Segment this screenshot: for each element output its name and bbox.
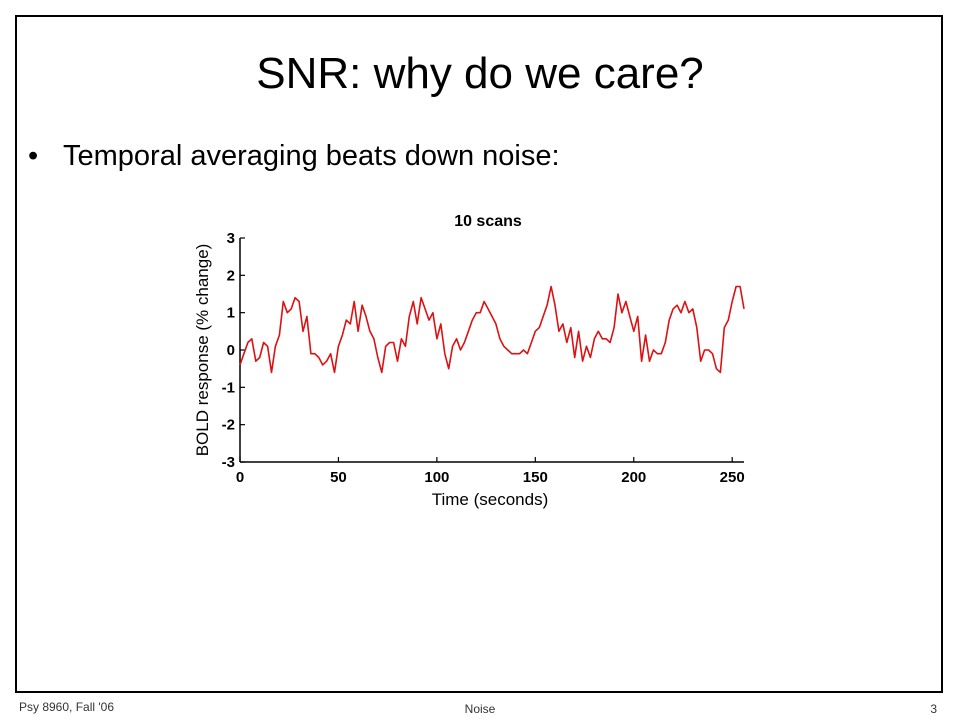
slide-title: SNR: why do we care? [256, 49, 704, 98]
x-ticks: 0 50 100 150 200 250 [236, 457, 745, 486]
y-tick-label: -3 [222, 454, 235, 471]
plot-area [239, 238, 744, 463]
y-tick-label: 0 [227, 342, 235, 359]
bullet-marker: • [28, 140, 39, 172]
page-number: 3 [930, 702, 937, 716]
x-tick-label: 250 [720, 469, 745, 486]
bullet-item: • Temporal averaging beats down noise: [28, 136, 560, 176]
y-ticks: -3 -2 -1 0 1 2 3 [222, 230, 245, 471]
footer-topic: Noise [464, 702, 496, 716]
slide-frame [15, 15, 943, 693]
y-tick-label: -1 [222, 379, 235, 396]
y-tick-label: 1 [227, 305, 235, 322]
x-axis-label: Time (seconds) [432, 490, 549, 509]
x-tick-label: 200 [621, 469, 646, 486]
chart-title: 10 scans [454, 213, 522, 230]
y-axis-label: BOLD response (% change) [193, 244, 212, 457]
y-tick-label: 3 [227, 230, 235, 247]
bullet-text: Temporal averaging beats down noise: [63, 140, 560, 172]
x-tick-label: 50 [330, 469, 347, 486]
series-line [239, 285, 745, 374]
x-tick-label: 100 [424, 469, 449, 486]
y-tick-label: -2 [222, 417, 235, 434]
footer-course: Psy 8960, Fall '06 [19, 700, 115, 714]
x-tick-label: 0 [236, 469, 244, 486]
y-tick-label: 2 [227, 267, 235, 284]
x-tick-label: 150 [523, 469, 548, 486]
